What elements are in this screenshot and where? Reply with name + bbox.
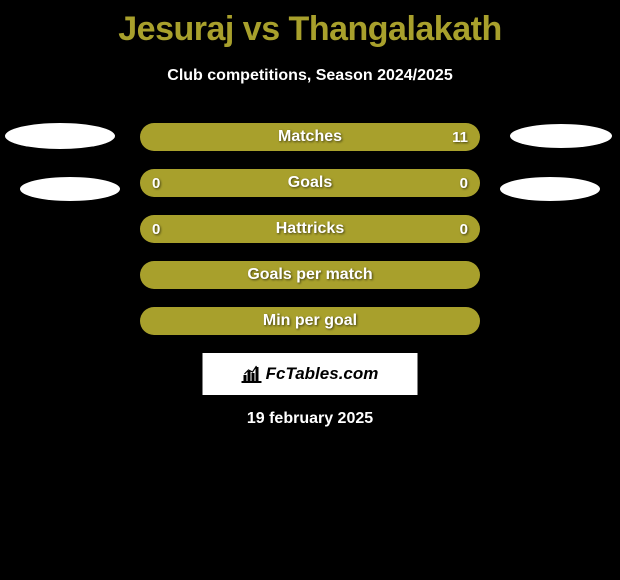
bar-chart-icon <box>242 365 262 383</box>
player-photo-right-1 <box>510 124 612 148</box>
player-photo-left-2 <box>20 177 120 201</box>
stat-label: Min per goal <box>263 312 357 330</box>
stats-container: Matches 11 0 Goals 0 0 Hattricks 0 Goals… <box>140 123 480 353</box>
stat-value-right: 0 <box>460 221 468 238</box>
stat-value-right: 11 <box>452 129 468 146</box>
stat-label: Matches <box>278 128 342 146</box>
stat-row-matches: Matches 11 <box>140 123 480 151</box>
page-subtitle: Club competitions, Season 2024/2025 <box>0 67 620 85</box>
stat-label: Goals <box>288 174 332 192</box>
stat-label: Goals per match <box>247 266 372 284</box>
stat-row-hattricks: 0 Hattricks 0 <box>140 215 480 243</box>
stat-row-goals: 0 Goals 0 <box>140 169 480 197</box>
brand-label: FcTables.com <box>266 364 379 384</box>
stat-value-left: 0 <box>152 175 160 192</box>
brand-text: FcTables.com <box>242 364 379 384</box>
player-photo-right-2 <box>500 177 600 201</box>
stat-row-goals-per-match: Goals per match <box>140 261 480 289</box>
page-title: Jesuraj vs Thangalakath <box>0 0 620 49</box>
player-photo-left-1 <box>5 123 115 149</box>
stat-value-right: 0 <box>460 175 468 192</box>
brand-box: FcTables.com <box>203 353 418 395</box>
stat-label: Hattricks <box>276 220 344 238</box>
footer-date: 19 february 2025 <box>247 410 373 428</box>
stat-value-left: 0 <box>152 221 160 238</box>
stat-row-min-per-goal: Min per goal <box>140 307 480 335</box>
